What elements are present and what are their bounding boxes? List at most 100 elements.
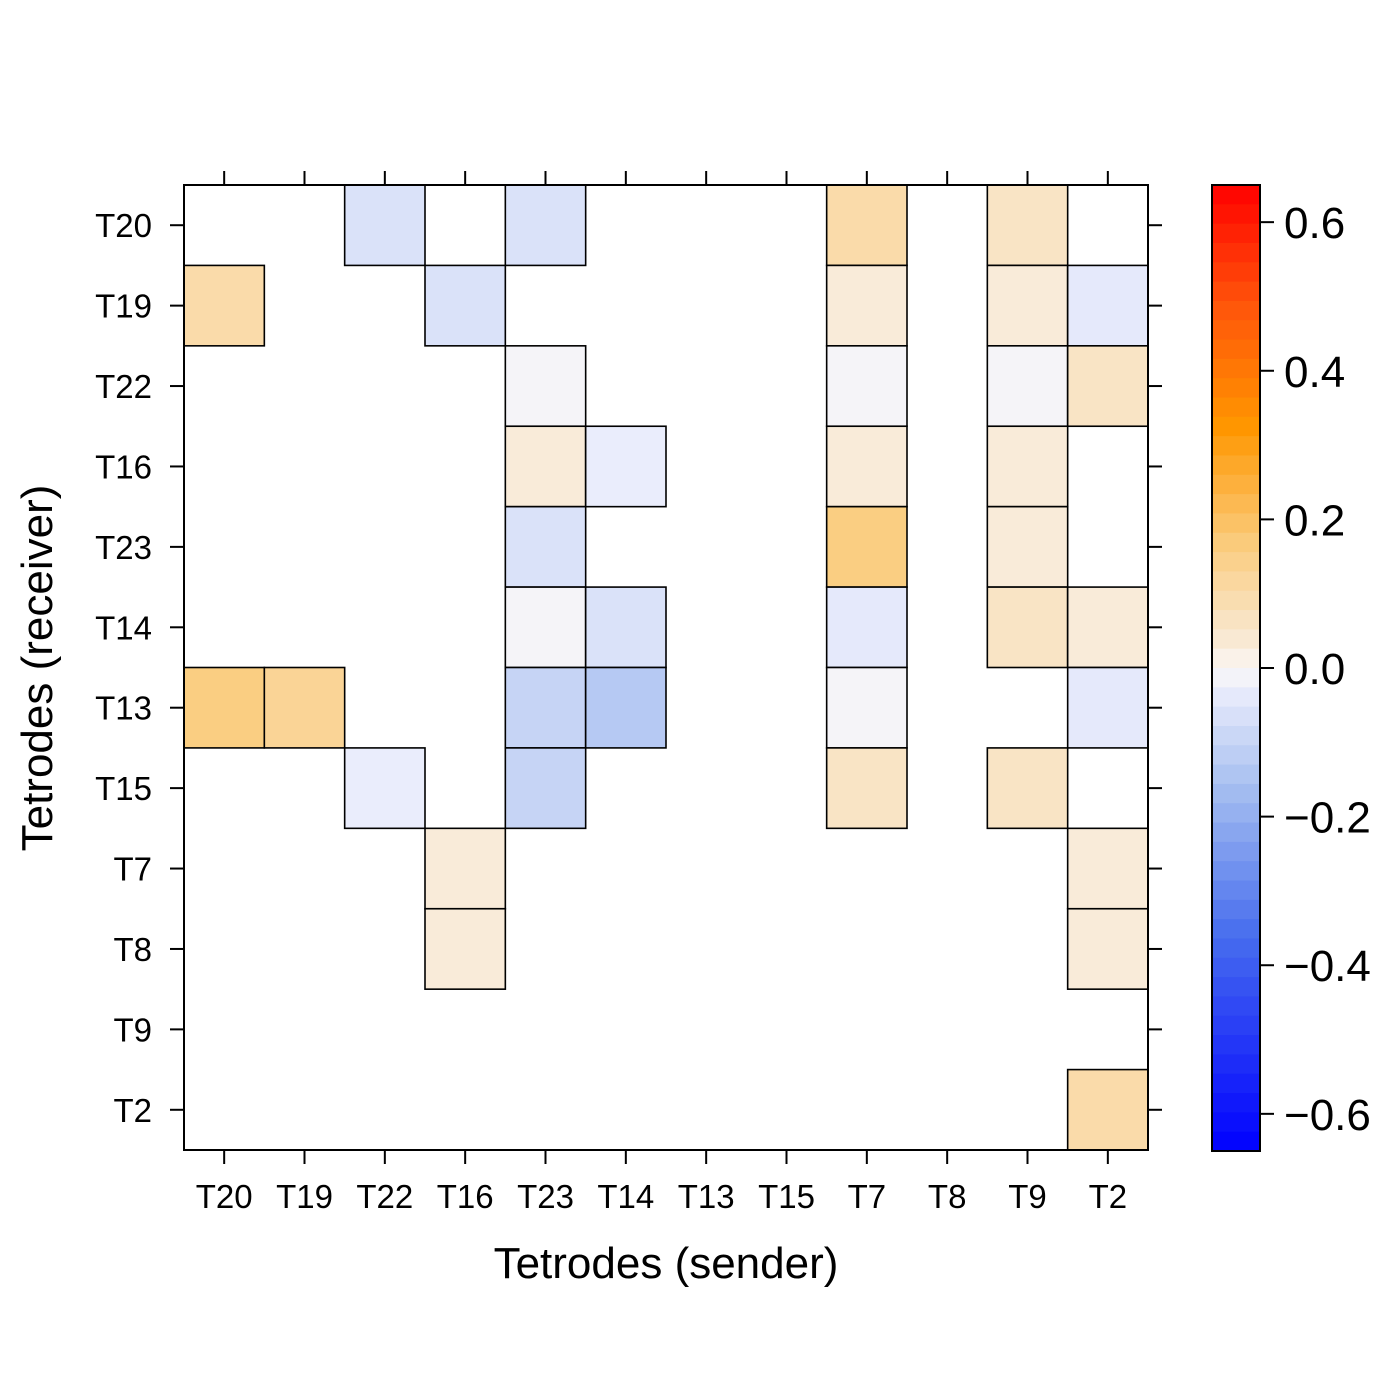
colorbar-band — [1212, 532, 1260, 553]
y-axis-title: Tetrodes (receiver) — [13, 485, 62, 852]
x-tick-label: T8 — [928, 1178, 967, 1215]
x-tick-label: T19 — [276, 1178, 333, 1215]
colorbar-band — [1212, 996, 1260, 1017]
colorbar-band — [1212, 571, 1260, 592]
x-tick-label: T20 — [196, 1178, 253, 1215]
colorbar-tick-label: −0.4 — [1284, 942, 1371, 991]
colorbar-band — [1212, 668, 1260, 688]
heatmap-cell — [504, 586, 587, 669]
heatmap-cell — [1066, 345, 1149, 428]
colorbar-band — [1212, 513, 1260, 534]
heatmap-cell — [584, 425, 667, 508]
colorbar-band — [1212, 725, 1260, 746]
y-tick-label: T20 — [95, 207, 152, 244]
colorbar-band — [1212, 262, 1260, 283]
heatmap-cell — [1066, 666, 1149, 749]
x-tick-label: T15 — [758, 1178, 815, 1215]
colorbar-band — [1212, 919, 1260, 940]
y-tick-label: T14 — [95, 609, 152, 646]
heatmap-cell — [825, 666, 908, 749]
colorbar-band — [1212, 1131, 1260, 1152]
heatmap-cell — [825, 747, 908, 830]
heatmap-cells — [183, 184, 1149, 1151]
colorbar-band — [1212, 320, 1260, 341]
colorbar-band — [1212, 1112, 1260, 1133]
heatmap-cell — [424, 264, 507, 347]
colorbar-band — [1212, 745, 1260, 766]
colorbar-tick-label: 0.4 — [1284, 348, 1345, 397]
heatmap-cell — [343, 747, 426, 830]
heatmap-cell — [504, 747, 587, 830]
heatmap-cell — [584, 586, 667, 669]
colorbar-band — [1212, 977, 1260, 998]
colorbar-band — [1212, 494, 1260, 515]
heatmap-cell — [825, 184, 908, 267]
colorbar-band — [1212, 610, 1260, 630]
colorbar-band — [1212, 687, 1260, 708]
colorbar-band — [1212, 378, 1260, 399]
colorbar-band — [1212, 764, 1260, 785]
y-tick-label: T9 — [113, 1011, 152, 1048]
heatmap-cell — [504, 425, 587, 508]
colorbar-band — [1212, 1015, 1260, 1036]
x-tick-labels: T20 T19 T22 T16 T23 T14 T13 T15 T7 T8 T9 T2 — [196, 1178, 1127, 1215]
heatmap-cell — [1066, 907, 1149, 990]
colorbar-band — [1212, 416, 1260, 437]
x-tick-label: T9 — [1008, 1178, 1047, 1215]
y-tick-label: T2 — [113, 1092, 152, 1129]
y-tick-label: T15 — [95, 770, 152, 807]
x-tick-label: T23 — [517, 1178, 574, 1215]
heatmap-cell — [584, 666, 667, 749]
colorbar-band — [1212, 185, 1260, 205]
heatmap-cell — [986, 184, 1069, 267]
y-tick-label: T7 — [113, 851, 152, 888]
colorbar-band — [1212, 281, 1260, 302]
y-tick-labels: T20 T19 T22 T16 T23 T14 T13 T15 T7 T8 T9 T2 — [95, 207, 152, 1129]
x-tick-label: T16 — [437, 1178, 494, 1215]
heatmap-cell — [424, 827, 507, 910]
colorbar-band — [1212, 706, 1260, 727]
heatmap-cell — [343, 184, 426, 267]
colorbar-band — [1212, 1093, 1260, 1113]
heatmap-cell — [183, 264, 266, 347]
heatmap-cell — [263, 666, 346, 749]
x-tick-label: T2 — [1089, 1178, 1128, 1215]
heatmap-cell — [183, 666, 266, 749]
heatmap-cell — [986, 586, 1069, 669]
heatmap-cell — [986, 425, 1069, 508]
colorbar-band — [1212, 938, 1260, 959]
colorbar-tick-label: 0.0 — [1284, 645, 1345, 694]
colorbar-tick-label: −0.2 — [1284, 794, 1371, 843]
colorbar-band — [1212, 436, 1260, 457]
colorbar-band — [1212, 1035, 1260, 1055]
heatmap-cell — [1066, 1068, 1149, 1151]
heatmap-cell — [986, 505, 1069, 588]
colorbar-band — [1212, 358, 1260, 379]
colorbar-band — [1212, 204, 1260, 225]
heatmap-cell — [986, 747, 1069, 830]
heatmap-cell — [825, 425, 908, 508]
colorbar-band — [1212, 803, 1260, 824]
y-tick-label: T23 — [95, 529, 152, 566]
y-tick-label: T8 — [113, 931, 152, 968]
heatmap-cell — [1066, 827, 1149, 910]
y-tick-label: T16 — [95, 448, 152, 485]
heatmap-cell — [504, 666, 587, 749]
plot-frame — [183, 184, 1149, 1151]
heatmap-cell — [825, 586, 908, 669]
colorbar-band — [1212, 339, 1260, 360]
colorbar-band — [1212, 1073, 1260, 1094]
axis-ticks — [170, 171, 1162, 1164]
x-axis-title: Tetrodes (sender) — [494, 1239, 839, 1288]
heatmap-cell — [424, 907, 507, 990]
x-tick-label: T13 — [678, 1178, 735, 1215]
x-tick-label: T7 — [848, 1178, 887, 1215]
colorbar-band — [1212, 397, 1260, 418]
heatmap-cell — [1066, 586, 1149, 669]
colorbar-band — [1212, 300, 1260, 321]
y-tick-label: T19 — [95, 288, 152, 325]
heatmap-cell — [825, 345, 908, 428]
heatmap-cell — [986, 264, 1069, 347]
colorbar-band — [1212, 629, 1260, 650]
